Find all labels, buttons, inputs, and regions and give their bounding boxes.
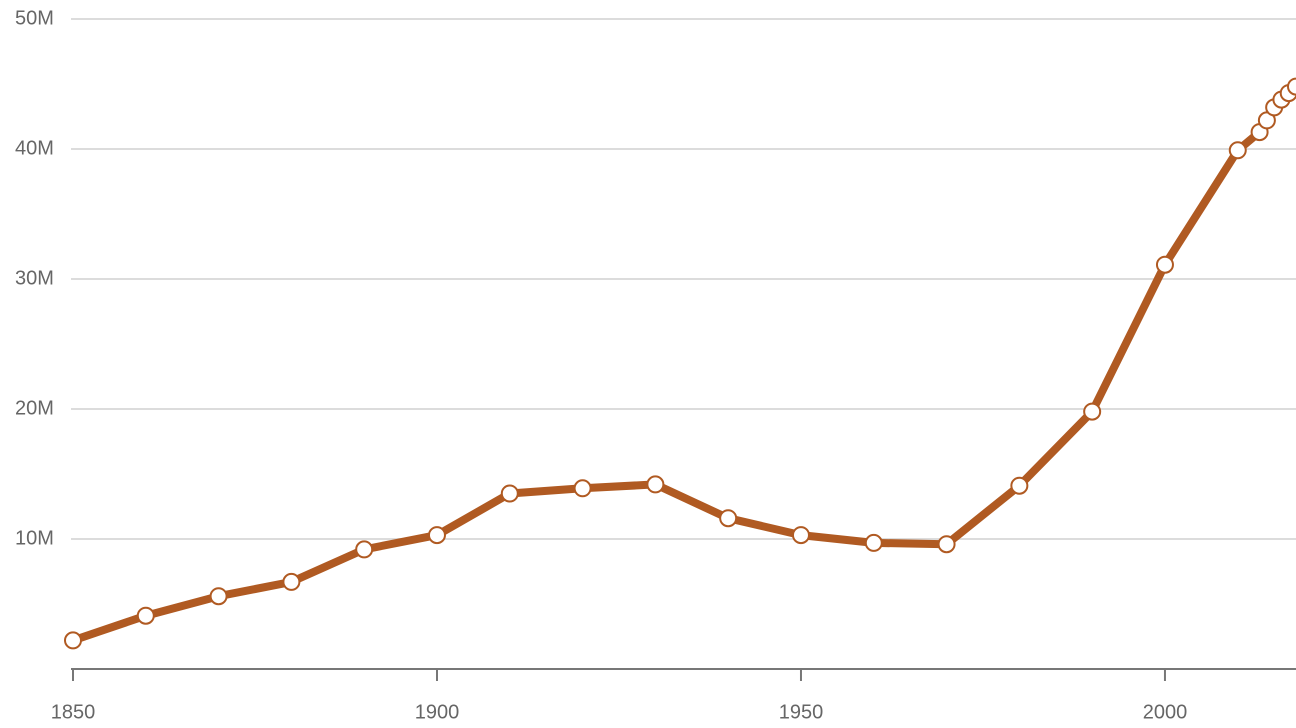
y-tick-label: 40M xyxy=(15,137,54,159)
point xyxy=(864,533,883,552)
point xyxy=(209,587,228,606)
point xyxy=(282,572,301,591)
point xyxy=(1155,255,1174,274)
point xyxy=(1228,141,1247,160)
point xyxy=(427,526,446,545)
point xyxy=(646,475,665,494)
x-tick-label: 2000 xyxy=(1143,701,1188,723)
point xyxy=(1083,402,1102,421)
x-tick-label: 1900 xyxy=(415,701,460,723)
point xyxy=(573,479,592,498)
y-tick-label: 10M xyxy=(15,527,54,549)
point xyxy=(791,526,810,545)
line xyxy=(69,82,1296,645)
y-tick-label: 20M xyxy=(15,397,54,419)
point xyxy=(64,631,82,650)
point xyxy=(355,540,374,559)
y-tick-label: 50M xyxy=(15,7,54,29)
point xyxy=(1287,77,1296,96)
point xyxy=(136,606,155,625)
y-tick-label: 30M xyxy=(15,267,54,289)
x-tick-label: 1850 xyxy=(51,701,96,723)
point xyxy=(1010,476,1029,495)
point xyxy=(500,484,519,503)
point xyxy=(719,509,738,528)
point xyxy=(937,535,956,554)
x-tick-label: 1950 xyxy=(779,701,824,723)
